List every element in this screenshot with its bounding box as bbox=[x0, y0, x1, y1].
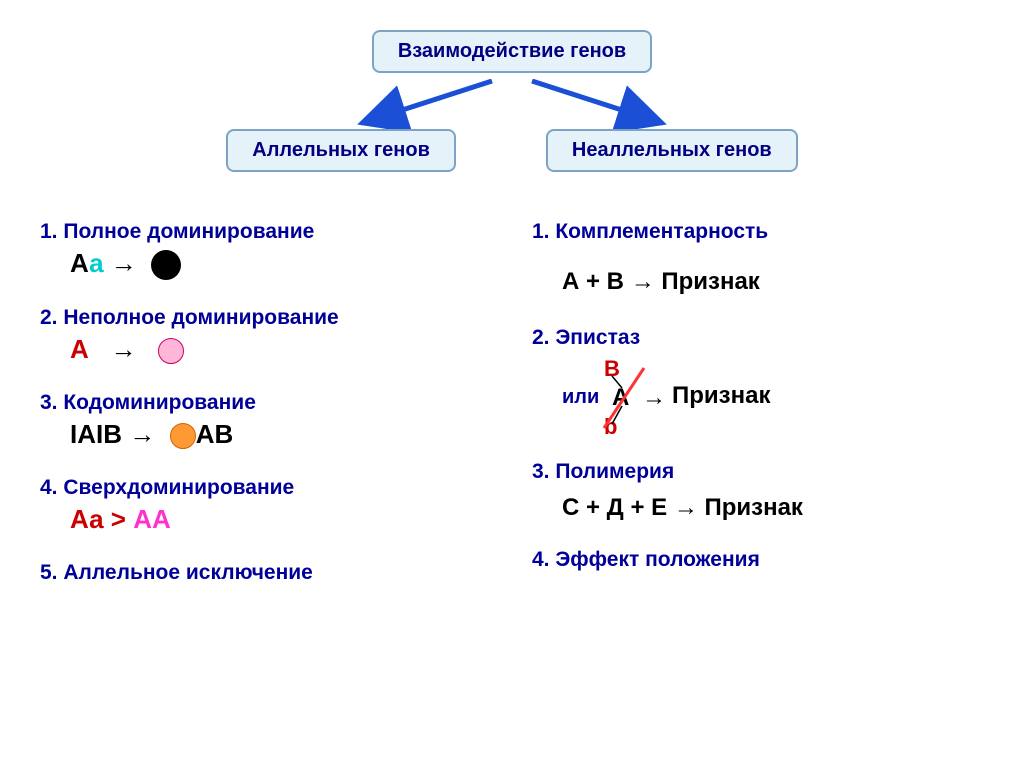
right-item-4-head: 4. Эффект положения bbox=[532, 548, 984, 572]
left-item-2-body: А → bbox=[70, 334, 492, 365]
left-item-5-head: 5. Аллельное исключение bbox=[40, 561, 492, 585]
left-item-4-body: Аа > АА bbox=[70, 504, 492, 535]
root-box: Взаимодействие генов bbox=[372, 30, 652, 73]
formula-left: А + В bbox=[562, 268, 624, 295]
left-item-1-body: Аа → bbox=[70, 248, 492, 280]
hetero-A: А bbox=[70, 504, 89, 534]
phenotype-ab: АВ bbox=[196, 419, 234, 449]
arrow-icon: → bbox=[110, 334, 136, 364]
branch-row: Аллельных генов Неаллельных генов bbox=[40, 129, 984, 172]
title: Эпистаз bbox=[555, 326, 640, 349]
left-item-4-head: 4. Сверхдоминирование bbox=[40, 476, 492, 500]
num: 5. bbox=[40, 561, 58, 584]
gt-sign: > bbox=[111, 504, 126, 534]
allele-A-dom: А bbox=[70, 248, 89, 278]
phenotype-dot-black bbox=[151, 250, 181, 280]
right-column: 1. Комплементарность А + В → Признак 2. … bbox=[532, 202, 984, 585]
right-item-1-head: 1. Комплементарность bbox=[532, 220, 984, 244]
right-item-3-head: 3. Полимерия bbox=[532, 460, 984, 484]
formula-right: Признак bbox=[704, 494, 802, 521]
diagram-root: Взаимодействие генов bbox=[40, 30, 984, 73]
arrow-icon: → bbox=[129, 419, 155, 449]
phenotype-dot-orange bbox=[170, 423, 196, 449]
num: 1. bbox=[40, 220, 58, 243]
left-branch-box: Аллельных генов bbox=[226, 129, 456, 172]
title: Полное доминирование bbox=[63, 220, 314, 243]
left-item-1-head: 1. Полное доминирование bbox=[40, 220, 492, 244]
right-item-3-formula: С + Д + Е → Признак bbox=[562, 494, 984, 522]
arrow-icon: → bbox=[631, 268, 655, 295]
num: 3. bbox=[532, 460, 550, 483]
left-branch-label: Аллельных генов bbox=[252, 139, 430, 161]
num: 2. bbox=[532, 326, 550, 349]
num: 1. bbox=[532, 220, 550, 243]
title: Сверхдоминирование bbox=[63, 476, 294, 499]
left-column: 1. Полное доминирование Аа → 2. Неполное… bbox=[40, 202, 492, 585]
right-branch-label: Неаллельных генов bbox=[572, 139, 772, 161]
arrow-icon: → bbox=[674, 494, 698, 521]
arrow-icon: → bbox=[111, 248, 137, 278]
num: 2. bbox=[40, 306, 58, 329]
left-item-3-head: 3. Кодоминирование bbox=[40, 391, 492, 415]
num: 4. bbox=[532, 548, 550, 571]
right-branch-box: Неаллельных генов bbox=[546, 129, 798, 172]
trait-label: Признак bbox=[672, 382, 770, 410]
title: Неполное доминирование bbox=[63, 306, 338, 329]
num: 3. bbox=[40, 391, 58, 414]
epistaz-lines bbox=[562, 356, 682, 446]
right-item-2-head: 2. Эпистаз bbox=[532, 326, 984, 350]
allele-A: А bbox=[70, 334, 89, 364]
title: Комплементарность bbox=[555, 220, 768, 243]
hetero-a: а bbox=[89, 504, 103, 534]
formula-left: С + Д + Е bbox=[562, 494, 667, 521]
genotype-iaib: IАIВ bbox=[70, 419, 122, 449]
title: Аллельное исключение bbox=[63, 561, 313, 584]
branch-arrows bbox=[212, 79, 812, 129]
phenotype-dot-pink bbox=[158, 338, 184, 364]
num: 4. bbox=[40, 476, 58, 499]
right-item-1-formula: А + В → Признак bbox=[562, 268, 984, 296]
right-item-2-body: В или А → Признак b bbox=[562, 356, 984, 446]
allele-a-rec: а bbox=[89, 248, 103, 278]
left-item-2-head: 2. Неполное доминирование bbox=[40, 306, 492, 330]
title: Кодоминирование bbox=[63, 391, 256, 414]
title: Полимерия bbox=[555, 460, 674, 483]
title: Эффект положения bbox=[555, 548, 759, 571]
homo-AA: АА bbox=[133, 504, 171, 534]
left-item-3-body: IАIВ → АВ bbox=[70, 419, 492, 450]
formula-right: Признак bbox=[661, 268, 759, 295]
content-columns: 1. Полное доминирование Аа → 2. Неполное… bbox=[40, 202, 984, 585]
root-label: Взаимодействие генов bbox=[398, 40, 626, 62]
